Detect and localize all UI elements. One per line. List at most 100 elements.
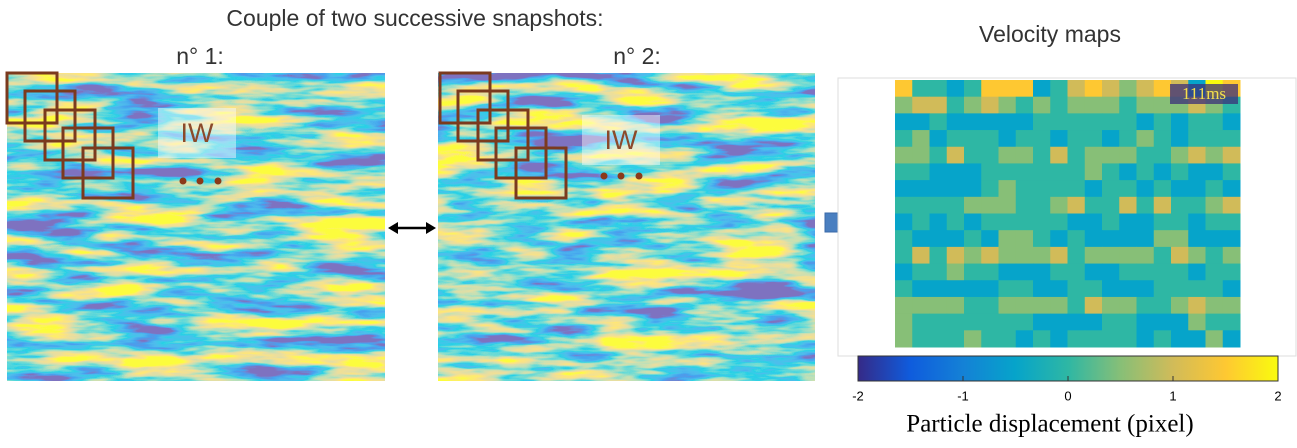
heatmap-cell — [1222, 263, 1241, 281]
heatmap-cell — [1171, 130, 1189, 148]
heatmap-cell — [1136, 230, 1155, 248]
heatmap-cell — [912, 280, 930, 298]
heatmap-cell — [1050, 96, 1068, 114]
heatmap-cell — [1136, 146, 1155, 164]
heatmap-cell — [1153, 330, 1172, 348]
heatmap-cell — [998, 263, 1017, 281]
heatmap-cell — [998, 330, 1017, 348]
colorbar-tick-label: 2 — [1274, 388, 1281, 403]
heatmap-cell — [1153, 80, 1172, 98]
heatmap-cell — [1102, 146, 1120, 164]
heatmap-cell — [1084, 196, 1103, 214]
heatmap-cell — [1102, 213, 1120, 231]
heatmap-cell — [1033, 330, 1051, 348]
heatmap-cell — [1015, 80, 1034, 98]
heatmap-cell — [1153, 280, 1172, 298]
heatmap-cell — [1136, 296, 1155, 315]
heatmap-cell — [1050, 196, 1068, 214]
heatmap-cell — [1033, 163, 1051, 181]
heatmap-cell — [998, 113, 1017, 131]
heatmap-cell — [1015, 230, 1034, 248]
heatmap-cell — [912, 196, 930, 214]
heatmap-cell — [929, 130, 948, 148]
velocity-map — [895, 80, 1241, 348]
heatmap-cell — [1015, 163, 1034, 181]
heatmap-cell — [1015, 330, 1034, 348]
heatmap-cell — [1015, 213, 1034, 231]
heatmap-cell — [929, 213, 948, 231]
heatmap-cell — [1084, 280, 1103, 298]
heatmap-cell — [895, 146, 913, 164]
heatmap-cell — [895, 196, 913, 214]
heatmap-cell — [895, 130, 913, 148]
heatmap-cell — [929, 163, 948, 181]
heatmap-cell — [1033, 230, 1051, 248]
iw-box — [158, 108, 236, 158]
heatmap-cell — [1102, 280, 1120, 298]
heatmap-cell — [895, 80, 913, 98]
heatmap-cell — [964, 146, 982, 164]
heatmap-cell — [1102, 163, 1120, 181]
heatmap-cell — [998, 313, 1017, 331]
windows — [5, 71, 135, 200]
heatmap-cell — [1171, 280, 1189, 298]
iw-box — [582, 115, 660, 165]
heatmap-cell — [1119, 230, 1137, 248]
heatmap-cell — [946, 213, 965, 231]
heatmap-cell — [1015, 296, 1034, 315]
heatmap-cell — [1102, 263, 1120, 281]
heatmap-cell — [1067, 263, 1086, 281]
heatmap-cell — [981, 163, 999, 181]
heatmap-cell — [1050, 263, 1068, 281]
heatmap-cell — [1084, 180, 1103, 198]
heatmap-cell — [1084, 296, 1103, 315]
heatmap-cell — [964, 196, 982, 214]
heatmap-cell — [981, 263, 999, 281]
heatmap-cell — [929, 113, 948, 131]
heatmap-cell — [964, 163, 982, 181]
heatmap-cell — [1153, 213, 1172, 231]
heatmap-cell — [1205, 130, 1224, 148]
heatmap-cell — [1067, 196, 1086, 214]
heatmap-cell — [1084, 80, 1103, 98]
heatmap-cell — [1119, 80, 1137, 98]
heatmap-cell — [981, 313, 999, 331]
heatmap-cell — [1119, 163, 1137, 181]
heatmap-cell — [895, 230, 913, 248]
heatmap-cell — [1084, 163, 1103, 181]
heatmap-cell — [1171, 180, 1189, 198]
heatmap-cell — [964, 230, 982, 248]
heatmap-cell — [1033, 246, 1051, 265]
heatmap-cell — [964, 296, 982, 315]
heatmap-cell — [1119, 213, 1137, 231]
heatmap-cell — [1171, 196, 1189, 214]
heatmap-cell — [1050, 230, 1068, 248]
heatmap-cell — [946, 246, 965, 265]
heatmap-cell — [1067, 280, 1086, 298]
heatmap-cell — [1067, 80, 1086, 98]
heatmap-cell — [1015, 246, 1034, 265]
heatmap-cell — [1050, 280, 1068, 298]
heatmap-cell — [1136, 213, 1155, 231]
heatmap-cell — [912, 246, 930, 265]
heatmap-cell — [1188, 263, 1206, 281]
heatmap-cell — [981, 280, 999, 298]
snapshot: IW — [438, 71, 815, 381]
heatmap-cell — [1153, 263, 1172, 281]
heatmap-cell — [1119, 113, 1137, 131]
heatmap-cell — [981, 246, 999, 265]
heatmap-cell — [1084, 230, 1103, 248]
heatmap-cell — [1084, 96, 1103, 114]
heatmap-cell — [1119, 246, 1137, 265]
heatmap-cell — [1153, 196, 1172, 214]
heatmap-cell — [1119, 146, 1137, 164]
heatmap-cell — [1033, 130, 1051, 148]
double-arrow — [388, 222, 436, 234]
heatmap-cell — [1136, 80, 1155, 98]
heatmap-cell — [998, 280, 1017, 298]
heatmap-cell — [895, 96, 913, 114]
heatmap-cell — [998, 246, 1017, 265]
heatmap-cell — [1188, 113, 1206, 131]
heatmap-cell — [1188, 146, 1206, 164]
heatmap-cell — [912, 230, 930, 248]
